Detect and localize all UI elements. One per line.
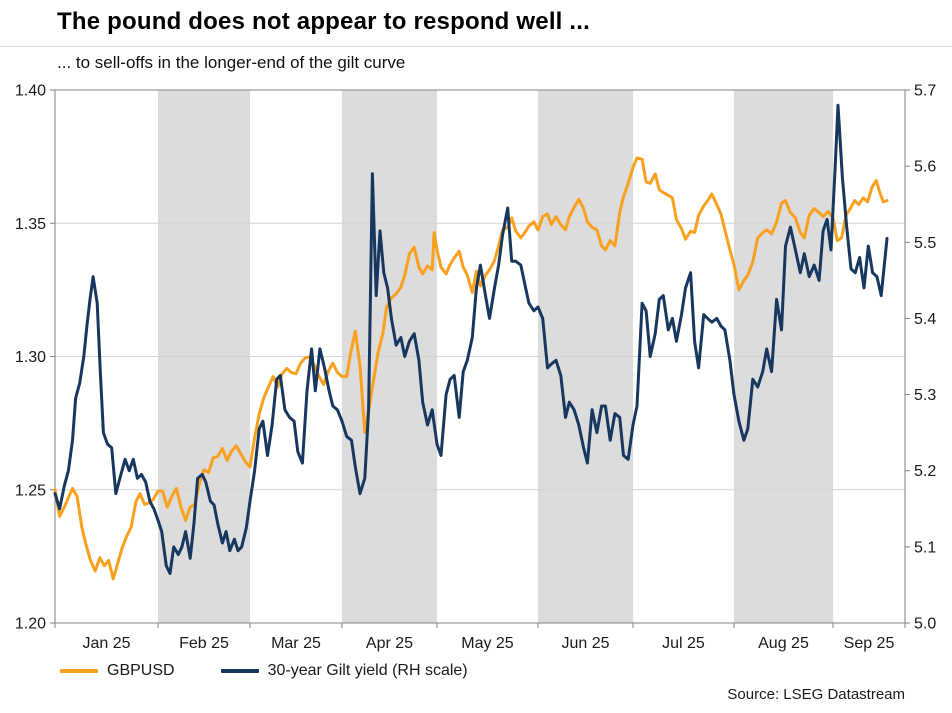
x-axis-month-label: Sep 25: [844, 635, 895, 652]
page-title: The pound does not appear to respond wel…: [57, 8, 591, 35]
x-axis-month-label: Mar 25: [271, 635, 321, 652]
gilt-line-swatch: [220, 669, 259, 673]
title-divider: [0, 46, 952, 47]
y-axis-right-label: 5.5: [914, 235, 936, 252]
x-axis-month-label: Jan 25: [82, 635, 130, 652]
gilt-yield-line: [53, 103, 889, 575]
y-axis-left-label: 1.25: [15, 482, 46, 499]
legend-item-gbpusd: GBPUSD: [60, 662, 175, 680]
y-axis-right-label: 5.0: [914, 616, 936, 633]
y-axis-right-label: 5.1: [914, 539, 936, 556]
x-axis-month-label: Jul 25: [662, 635, 705, 652]
legend-label: GBPUSD: [107, 662, 175, 679]
y-axis-left-label: 1.40: [15, 83, 46, 100]
x-axis-month-label: Jun 25: [561, 635, 609, 652]
chart-legend: GBPUSD 30-year Gilt yield (RH scale): [60, 662, 468, 680]
y-axis-right-label: 5.4: [914, 311, 936, 328]
y-axis-right-label: 5.7: [914, 83, 936, 100]
y-axis-right-label: 5.3: [914, 387, 936, 404]
y-axis-right-label: 5.6: [914, 159, 936, 176]
y-axis-right-label: 5.2: [914, 463, 936, 480]
y-axis-left-label: 1.35: [15, 216, 46, 233]
legend-label: 30-year Gilt yield (RH scale): [267, 662, 468, 679]
x-axis-month-label: Aug 25: [758, 635, 809, 652]
x-axis-month-label: Feb 25: [179, 635, 229, 652]
legend-item-gilt-yield: 30-year Gilt yield (RH scale): [220, 662, 468, 680]
y-axis-left-label: 1.30: [15, 349, 46, 366]
chart-subtitle: ... to sell-offs in the longer-end of th…: [57, 53, 406, 72]
x-axis-month-label: Apr 25: [366, 635, 413, 652]
source-note: Source: LSEG Datastream: [727, 686, 905, 703]
gbpusd-line-swatch: [60, 669, 98, 673]
x-axis-month-label: May 25: [461, 635, 514, 652]
chart-canvas: 1.20 1.25 1.30 1.35 1.40 5.0 5.1 5.2 5.3 5.4 5.5 5.…: [15, 83, 936, 653]
y-axis-left-label: 1.20: [15, 616, 46, 633]
